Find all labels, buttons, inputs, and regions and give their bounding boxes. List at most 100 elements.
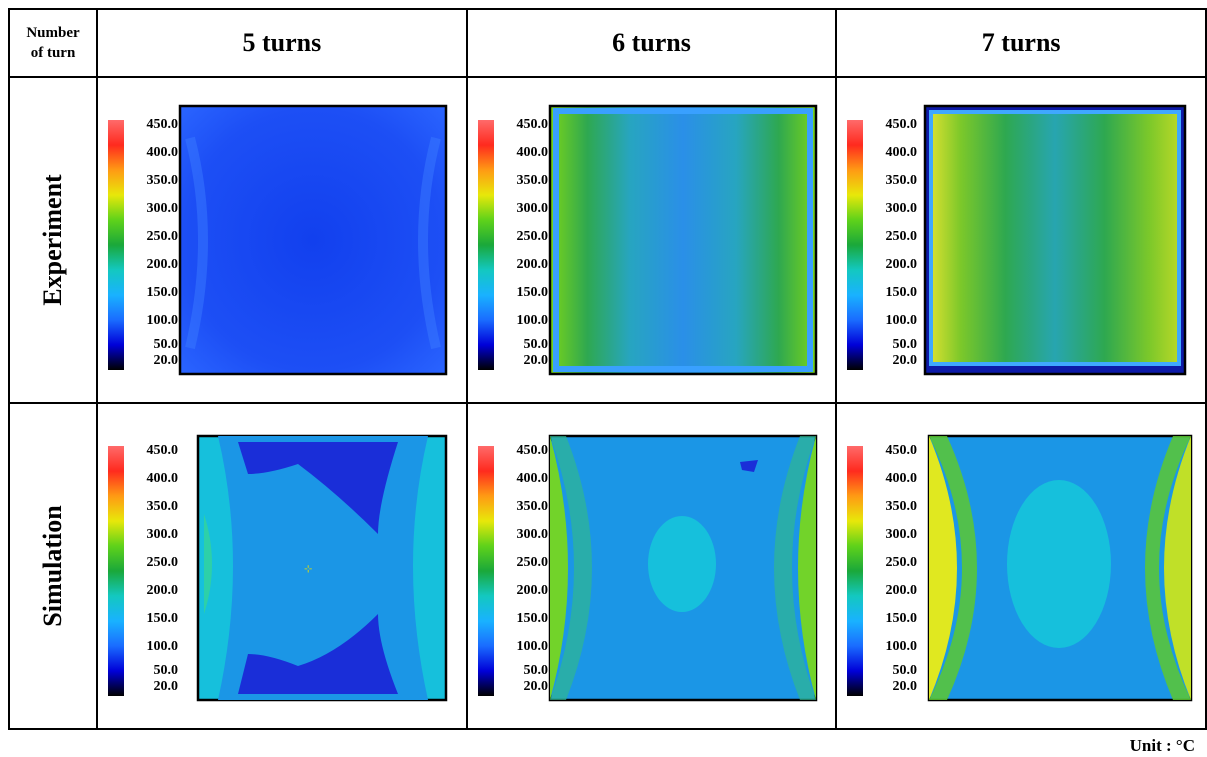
- colorbar: 450.0 400.0 350.0 300.0 250.0 200.0 150.0 100.0…: [108, 443, 178, 696]
- colorbar-tick-label: 20.0: [893, 679, 918, 694]
- unit-label: Unit : °C: [1129, 736, 1195, 755]
- colorbar-tick-label: 50.0: [893, 337, 918, 352]
- colorbar-tick-label: 20.0: [523, 679, 548, 694]
- colorbar-tick-label: 300.0: [886, 201, 918, 216]
- row-label-simulation: Simulation: [8, 402, 98, 730]
- colorbar-tick-label: 450.0: [147, 443, 179, 458]
- colorbar-tick-label: 450.0: [516, 443, 548, 458]
- corner-line-2: of turn: [30, 45, 76, 61]
- header-corner: Number of turn: [8, 8, 98, 78]
- colorbar-tick-label: 100.0: [147, 639, 179, 654]
- colorbar-gradient: [477, 120, 494, 370]
- colorbar-tick-label: 400.0: [147, 471, 179, 486]
- colorbar-tick-label: 250.0: [886, 555, 918, 570]
- colorbar-tick-label: 200.0: [147, 583, 179, 598]
- center-spot: [1007, 480, 1112, 648]
- colorbar: 450.0 400.0 350.0 300.0 250.0 200.0 150.0 100.0…: [847, 443, 917, 696]
- simulation-6-turns: 450.0 400.0 350.0 300.0 250.0 200.0 150.0 100.0…: [465, 402, 838, 730]
- colorbar-tick-label: 450.0: [886, 117, 918, 132]
- colorbar-tick-label: 400.0: [886, 471, 918, 486]
- colorbar-tick-label: 250.0: [147, 229, 179, 244]
- colorbar: 450.0 400.0 350.0 300.0 250.0 200.0 150.0 100.0…: [108, 117, 178, 370]
- colorbar-tick-label: 200.0: [886, 257, 918, 272]
- hot-band-left: [549, 436, 568, 700]
- center-spot: [647, 516, 716, 612]
- colorbar-tick-label: 200.0: [516, 583, 548, 598]
- colorbar-tick-label: 400.0: [516, 145, 548, 160]
- colorbar-tick-label: 300.0: [147, 201, 179, 216]
- cold-zone-bottom: [238, 614, 398, 694]
- colorbar-tick-label: 50.0: [523, 337, 548, 352]
- colorbar-gradient: [847, 120, 864, 370]
- simulation-label: Simulation: [38, 505, 67, 627]
- colorbar-tick-label: 250.0: [516, 229, 548, 244]
- mid-band-right: [1145, 436, 1192, 700]
- warm-band-right: [773, 436, 816, 700]
- colorbar-tick-label: 150.0: [886, 285, 918, 300]
- warm-band-left: [549, 436, 592, 700]
- hot-band-right: [797, 436, 816, 700]
- colorbar-tick-label: 200.0: [147, 257, 179, 272]
- colorbar-tick-label: 250.0: [886, 229, 918, 244]
- experiment-7-turns: 450.0 400.0 350.0 300.0 250.0 200.0 150.0 100.0…: [835, 76, 1207, 404]
- edge-warm-right: [418, 136, 441, 350]
- experiment-7-turns-image: 450.0 400.0 350.0 300.0 250.0 200.0 150.0 100.0…: [847, 104, 1187, 376]
- colorbar-tick-label: 100.0: [147, 313, 179, 328]
- colorbar: 450.0 400.0 350.0 300.0 250.0 200.0 150.0 100.0…: [477, 117, 548, 370]
- simulation-6-turns-image: 450.0 400.0 350.0 300.0 250.0 200.0 150.0 100.0…: [477, 434, 817, 702]
- hot-band-right: [1164, 436, 1192, 700]
- experiment-6-turns: 450.0 400.0 350.0 300.0 250.0 200.0 150.0 100.0…: [465, 76, 838, 404]
- colorbar-tick-label: 100.0: [516, 639, 548, 654]
- colorbar-tick-label: 200.0: [886, 583, 918, 598]
- colorbar-tick-label: 100.0: [516, 313, 548, 328]
- simulation-7-turns: 450.0 400.0 350.0 300.0 250.0 200.0 150.0 100.0…: [835, 402, 1207, 730]
- colorbar-tick-label: 20.0: [893, 353, 918, 368]
- colorbar-tick-label: 150.0: [886, 611, 918, 626]
- colorbar-tick-label: 50.0: [154, 663, 179, 678]
- colorbar-tick-label: 100.0: [886, 313, 918, 328]
- colorbar-tick-label: 400.0: [516, 471, 548, 486]
- colorbar-gradient: [108, 446, 124, 696]
- colorbar-tick-label: 350.0: [886, 173, 918, 188]
- colorbar-tick-label: 20.0: [154, 353, 179, 368]
- colorbar-tick-label: 300.0: [886, 527, 918, 542]
- colorbar-tick-label: 50.0: [893, 663, 918, 678]
- cool-border: [552, 108, 813, 372]
- colorbar-tick-label: 350.0: [516, 173, 548, 188]
- thermal-map: [548, 104, 817, 376]
- experiment-5-turns-image: 450.0 400.0 350.0 300.0 250.0 200.0 150.0 100.0…: [108, 104, 448, 376]
- colorbar-tick-label: 450.0: [147, 117, 179, 132]
- warm-spot-left: [204, 514, 212, 614]
- colorbar-tick-label: 350.0: [886, 499, 918, 514]
- cold-zone-top: [238, 442, 398, 534]
- thermal-map: [178, 104, 448, 376]
- colorbar-tick-label: 150.0: [147, 285, 179, 300]
- edge-warm-left: [185, 136, 208, 350]
- header-6-turns: 6 turns: [465, 8, 838, 78]
- row-label-experiment: Experiment: [8, 76, 98, 404]
- colorbar-gradient: [108, 120, 124, 370]
- experiment-label: Experiment: [38, 174, 67, 306]
- corner-line-1: Number: [26, 25, 80, 41]
- experiment-5-turns: 450.0 400.0 350.0 300.0 250.0 200.0 150.0 100.0…: [96, 76, 468, 404]
- colorbar-tick-label: 150.0: [516, 285, 548, 300]
- colorbar-tick-label: 100.0: [886, 639, 918, 654]
- colorbar: 450.0 400.0 350.0 300.0 250.0 200.0 150.0 100.0…: [477, 443, 548, 696]
- colorbar-gradient: [477, 446, 494, 696]
- colorbar-tick-label: 250.0: [516, 555, 548, 570]
- colorbar-tick-label: 50.0: [154, 337, 179, 352]
- colorbar-tick-label: 400.0: [886, 145, 918, 160]
- colorbar-tick-label: 50.0: [523, 663, 548, 678]
- colorbar-tick-label: 250.0: [147, 555, 179, 570]
- experiment-6-turns-image: 450.0 400.0 350.0 300.0 250.0 200.0 150.0 100.0…: [477, 104, 817, 376]
- thermal-core: [929, 110, 1182, 366]
- colorbar-gradient: [847, 446, 864, 696]
- header-7-turns: 7 turns: [835, 8, 1207, 78]
- colorbar: 450.0 400.0 350.0 300.0 250.0 200.0 150.0 100.0…: [847, 117, 917, 370]
- axis-marker: ⊹: [304, 564, 312, 575]
- colorbar-tick-label: 150.0: [516, 611, 548, 626]
- hot-band-left: [929, 436, 958, 700]
- colorbar-tick-label: 450.0: [516, 117, 548, 132]
- colorbar-tick-label: 200.0: [516, 257, 548, 272]
- colorbar-tick-label: 20.0: [154, 679, 179, 694]
